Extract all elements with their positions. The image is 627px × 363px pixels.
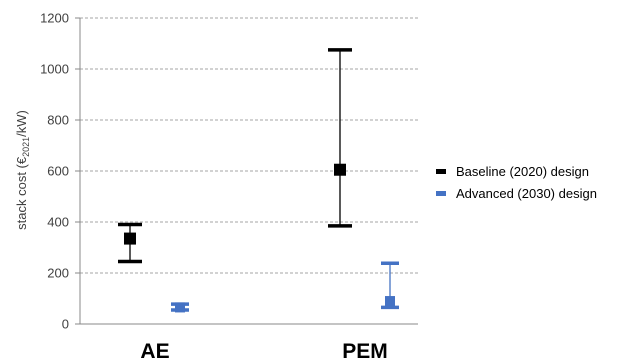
y-tick-label-200: 200 bbox=[47, 266, 69, 281]
y-tick-label-800: 800 bbox=[47, 113, 69, 128]
point-baseline-ae bbox=[124, 232, 136, 245]
point-baseline-pem bbox=[334, 163, 346, 176]
x-axis: AE PEM bbox=[80, 323, 418, 363]
x-tick-label-pem: PEM bbox=[342, 340, 388, 363]
legend-item-baseline: Baseline (2020) design bbox=[436, 160, 597, 182]
y-axis-label: stack cost (€2021/kW) bbox=[14, 110, 31, 230]
y-axis: 0 200 400 600 800 1000 1200 bbox=[40, 11, 81, 332]
grid bbox=[80, 17, 418, 274]
legend-swatch-advanced bbox=[436, 190, 446, 196]
point-advanced-pem bbox=[385, 296, 395, 307]
y-tick-label-600: 600 bbox=[47, 164, 69, 179]
legend-swatch-baseline bbox=[436, 168, 446, 174]
y-tick-label-1200: 1200 bbox=[40, 11, 69, 26]
x-tick-label-ae: AE bbox=[140, 340, 169, 363]
legend: Baseline (2020) design Advanced (2030) d… bbox=[436, 160, 597, 204]
y-tick-label-0: 0 bbox=[62, 317, 69, 332]
legend-label-advanced: Advanced (2030) design bbox=[456, 185, 597, 201]
legend-label-baseline: Baseline (2020) design bbox=[456, 163, 589, 179]
y-tick-label-1000: 1000 bbox=[40, 62, 69, 77]
legend-item-advanced: Advanced (2030) design bbox=[436, 182, 597, 204]
y-tick-label-400: 400 bbox=[47, 215, 69, 230]
chart-marks bbox=[118, 48, 399, 313]
point-advanced-ae bbox=[175, 302, 185, 313]
